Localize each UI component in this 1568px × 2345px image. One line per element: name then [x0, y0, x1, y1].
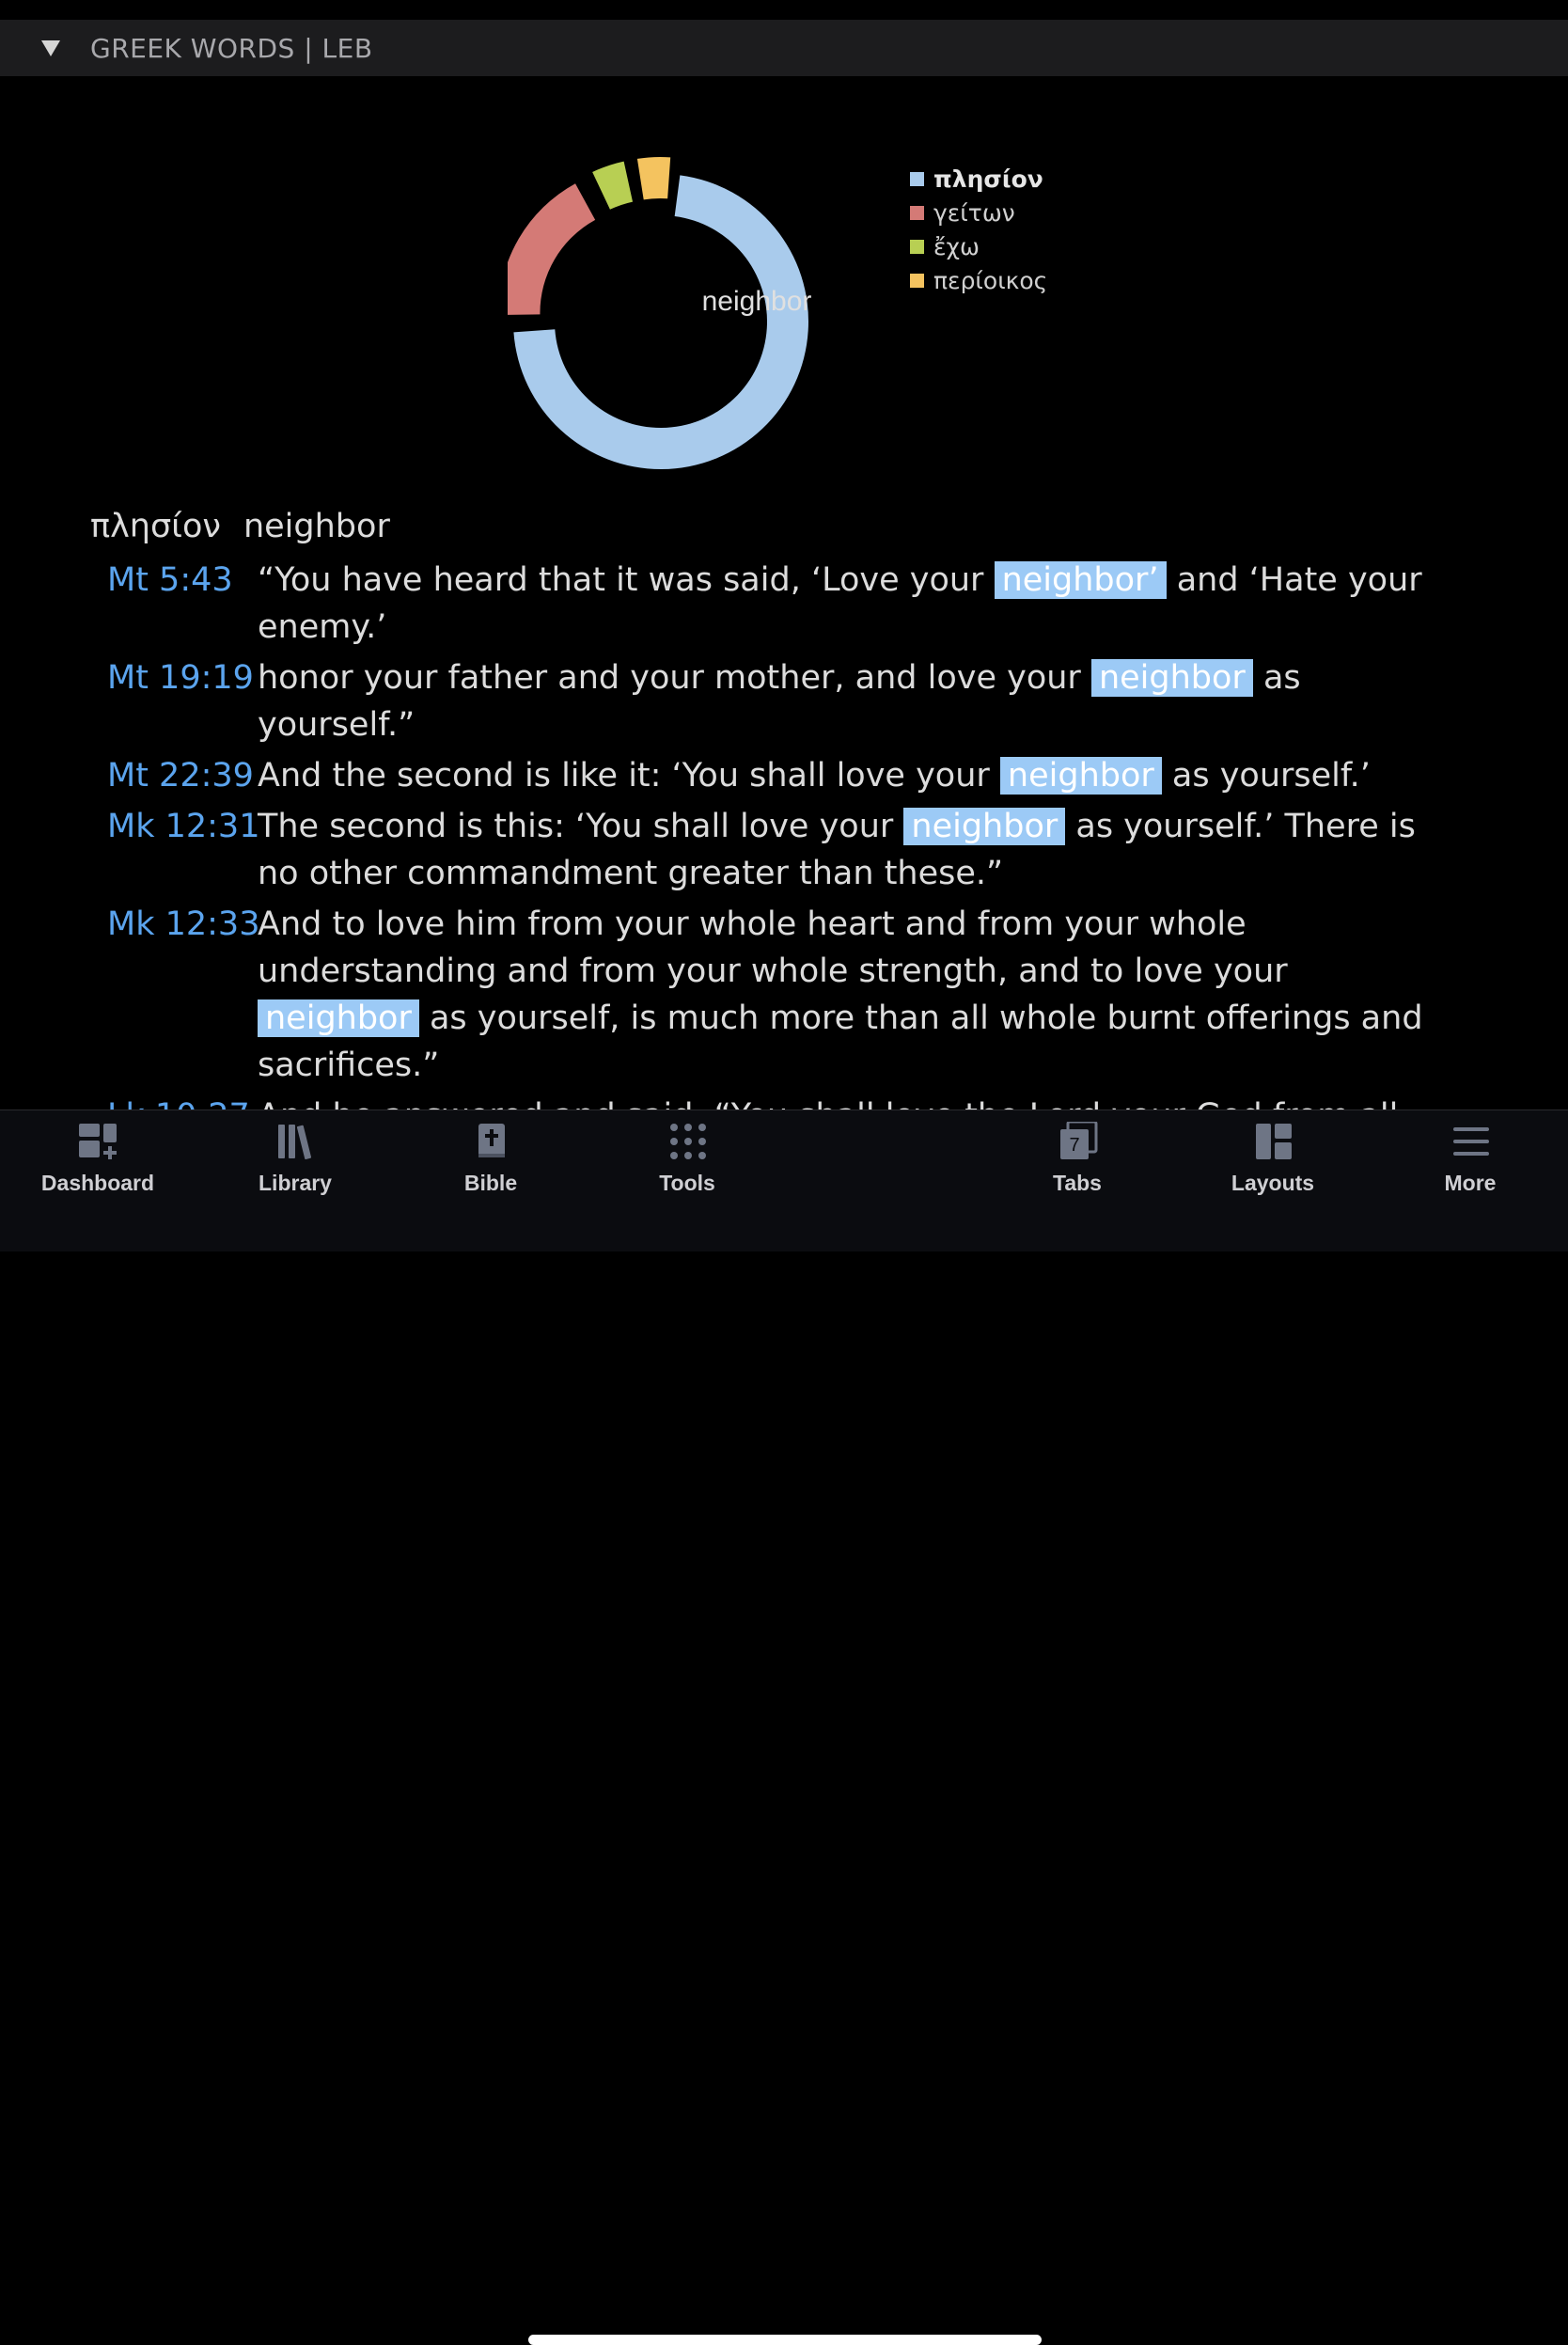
legend-item-plesion[interactable]: πλησίον: [910, 162, 1047, 196]
tab-more[interactable]: More: [1395, 1110, 1545, 1214]
verse-text: “You have heard that it was said, ‘Love …: [258, 561, 995, 599]
tab-label: Layouts: [1231, 1171, 1315, 1195]
tab-label: Bible: [463, 1171, 518, 1195]
legend-label: πλησίον: [933, 165, 1043, 193]
legend-item-perioikos[interactable]: περίοικος: [910, 263, 1047, 297]
tab-dashboard[interactable]: Dashboard: [23, 1110, 173, 1214]
tab-tabs[interactable]: 7 Tabs: [1002, 1110, 1152, 1214]
search-hit-highlight[interactable]: neighbor’: [994, 561, 1167, 599]
verse-row[interactable]: Mt 5:43 “You have heard that it was said,…: [0, 557, 1568, 651]
hamburger-menu-icon: [1453, 1127, 1489, 1156]
tabs-count-icon: 7: [1060, 1122, 1098, 1159]
verse-row[interactable]: Mt 22:39 And the second is like it: ‘You …: [0, 752, 1568, 799]
verse-reference-link[interactable]: Mt 5:43: [107, 561, 233, 599]
donut-chart: [508, 157, 808, 470]
word-group-heading: πλησίον neighbor: [90, 508, 390, 545]
search-hit-highlight[interactable]: neighbor: [903, 808, 1066, 845]
verse-text: And the second is like it: ‘You shall lo…: [258, 757, 1000, 795]
verse-text: And he answered and said, “You shall lov…: [258, 1097, 1412, 1110]
verse-text: as yourself.’ There is no other commandm…: [258, 808, 1416, 892]
legend-label: περίοικος: [933, 266, 1048, 294]
layouts-icon: [1256, 1124, 1292, 1159]
donut-slice[interactable]: [592, 161, 634, 210]
verse-reference-link[interactable]: Mk 12:31: [107, 808, 260, 845]
verse-text: as yourself, is much more than all whole…: [258, 999, 1423, 1084]
search-hit-highlight[interactable]: neighbor: [1090, 659, 1253, 697]
verse-row[interactable]: Lk 10:27 And he answered and said, “You s…: [0, 1093, 1568, 1110]
chart-center-label: neighbor: [701, 286, 812, 317]
greek-word: πλησίον: [90, 508, 221, 545]
search-hit-highlight[interactable]: neighbor: [999, 757, 1162, 795]
legend-swatch: [910, 273, 924, 288]
results-list: πλησίον neighbor Mt 5:43 “You have heard t…: [0, 508, 1568, 1110]
verse-text: as yourself.”: [258, 659, 1301, 744]
tab-bible[interactable]: Bible: [416, 1110, 566, 1214]
tab-layouts[interactable]: Layouts: [1198, 1110, 1348, 1214]
search-hit-highlight[interactable]: neighbor: [258, 999, 419, 1037]
legend-label: ἔχω: [933, 232, 980, 260]
dashboard-icon: [79, 1124, 117, 1159]
legend-swatch: [910, 171, 924, 186]
verse-text: honor your father and your mother, and l…: [258, 659, 1091, 697]
tab-label: Tabs: [1053, 1171, 1102, 1195]
chart-legend: πλησίον γείτων ἔχω περίοικος: [910, 162, 1047, 297]
library-icon: [278, 1125, 312, 1159]
legend-label: γείτων: [933, 198, 1015, 227]
bottom-tab-bar: Dashboard Library Bible Tools: [0, 1110, 1568, 2345]
tab-library[interactable]: Library: [220, 1110, 370, 1214]
tab-label: Library: [259, 1171, 332, 1195]
donut-slice[interactable]: [508, 183, 596, 315]
section-title: GREEK WORDS | LEB: [90, 32, 373, 64]
verse-row[interactable]: Mk 12:33 And to love him from your whole …: [0, 901, 1568, 1089]
legend-item-geiton[interactable]: γείτων: [910, 196, 1047, 229]
donut-slice[interactable]: [636, 157, 671, 200]
verse-row[interactable]: Mk 12:31 The second is this: ‘You shall l…: [0, 803, 1568, 897]
collapse-triangle-icon[interactable]: [41, 39, 60, 56]
legend-item-echo[interactable]: ἔχω: [910, 229, 1047, 263]
verse-row[interactable]: Mt 19:19 honor your father and your mothe…: [0, 654, 1568, 748]
legend-swatch: [910, 205, 924, 220]
tabs-count: 7: [1069, 1135, 1079, 1156]
verse-reference-link[interactable]: Lk 10:27: [107, 1093, 250, 1110]
word-distribution-chart: neighbor πλησίον γείτων ἔχω περίοικος: [508, 141, 1090, 508]
verse-reference-link[interactable]: Mk 12:33: [107, 905, 260, 943]
verse-reference-link[interactable]: Mt 22:39: [107, 757, 254, 795]
tab-label: Tools: [659, 1171, 715, 1195]
verse-list: Mt 5:43 “You have heard that it was said,…: [0, 557, 1568, 1110]
status-bar-strip: [0, 0, 1568, 20]
bible-icon: [478, 1124, 505, 1157]
english-gloss: neighbor: [243, 508, 390, 545]
verse-text: and ‘Hate your enemy.’: [258, 561, 1422, 646]
section-header[interactable]: GREEK WORDS | LEB: [0, 20, 1568, 76]
verse-text: as yourself.’: [1161, 757, 1371, 795]
grid-dots-icon: [670, 1124, 706, 1159]
verse-text: And to love him from your whole heart an…: [258, 905, 1288, 990]
tab-label: More: [1444, 1171, 1497, 1195]
legend-swatch: [910, 239, 924, 254]
tab-label: Dashboard: [40, 1171, 155, 1195]
tab-tools[interactable]: Tools: [612, 1110, 762, 1214]
verse-text: The second is this: ‘You shall love your: [258, 808, 904, 845]
verse-reference-link[interactable]: Mt 19:19: [107, 659, 254, 697]
home-indicator[interactable]: [528, 2335, 1042, 2345]
